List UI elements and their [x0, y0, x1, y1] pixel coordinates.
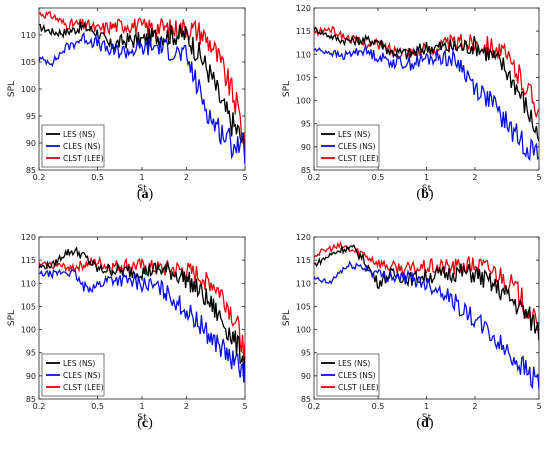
y-tick-label: 115	[296, 256, 311, 265]
y-tick-label: 110	[21, 31, 36, 40]
y-tick-label: 85	[301, 395, 311, 404]
y-tick-label: 100	[21, 326, 36, 335]
x-tick-label: 0.5	[372, 402, 385, 411]
y-tick-label: 90	[301, 372, 311, 381]
chart-panel-a: 0.2 0.5 1 2 5 85 90 95 100 105 110 St SPL LES (NS) CLE…	[7, 7, 248, 202]
legend-entry-label: CLST (LEE)	[63, 383, 104, 392]
y-axis-label: SPL	[7, 310, 17, 326]
y-tick-label: 115	[296, 27, 311, 36]
x-axis-label: St	[422, 413, 432, 423]
y-tick-label: 110	[296, 50, 311, 59]
x-tick-label: 0.2	[308, 173, 321, 182]
y-axis-label: SPL	[282, 81, 292, 97]
chart-panel-d: 0.2 0.5 1 2 5 85 90 95 100 105 110 115 120 St SPL LES (…	[282, 233, 542, 431]
y-tick-label: 120	[296, 4, 311, 13]
x-tick-label: 1	[424, 173, 429, 182]
x-tick-label: 5	[536, 173, 541, 182]
series-line-cles-ns	[39, 269, 245, 383]
legend-entry-label: CLST (LEE)	[338, 383, 379, 392]
y-tick-label: 110	[296, 279, 311, 288]
x-tick-label: 5	[536, 402, 541, 411]
legend-entry-label: CLST (LEE)	[338, 154, 379, 163]
y-tick-label: 85	[26, 395, 36, 404]
y-axis-label: SPL	[7, 81, 17, 97]
x-tick-label: 0.2	[33, 402, 46, 411]
series-line-clst-lee	[39, 255, 245, 361]
legend-entry-label: CLES (NS)	[63, 142, 101, 151]
legend-entry-label: LES (NS)	[63, 359, 95, 368]
x-axis-label: St	[422, 184, 432, 194]
y-tick-label: 105	[21, 302, 36, 311]
series-line-cles-ns	[314, 260, 539, 390]
y-tick-label: 120	[296, 233, 311, 242]
panel-label: (b)	[416, 187, 433, 202]
y-tick-label: 90	[26, 139, 36, 148]
series-line-les-ns	[39, 246, 245, 372]
y-tick-label: 100	[296, 97, 311, 106]
x-tick-label: 0.5	[91, 173, 104, 182]
legend-entry-label: CLES (NS)	[338, 371, 376, 380]
x-tick-label: 0.2	[308, 402, 321, 411]
legend-entry-label: CLST (LEE)	[63, 154, 104, 163]
x-tick-label: 1	[139, 402, 144, 411]
series-line-clst-lee	[314, 240, 539, 341]
y-tick-label: 120	[21, 233, 36, 242]
x-tick-label: 0.5	[372, 173, 385, 182]
y-tick-label: 95	[301, 349, 311, 358]
legend-entry-label: LES (NS)	[338, 130, 370, 139]
legend-entry-label: LES (NS)	[338, 359, 370, 368]
series-line-les-ns	[39, 20, 245, 164]
y-axis-label: SPL	[282, 310, 292, 326]
y-tick-label: 90	[26, 372, 36, 381]
x-tick-label: 2	[184, 402, 189, 411]
x-tick-label: 1	[424, 402, 429, 411]
x-tick-label: 2	[184, 173, 189, 182]
series-line-les-ns	[314, 26, 539, 142]
x-tick-label: 0.5	[91, 402, 104, 411]
legend-entry-label: CLES (NS)	[338, 142, 376, 151]
y-tick-label: 85	[301, 166, 311, 175]
y-tick-label: 90	[301, 143, 311, 152]
panel-label: (c)	[137, 416, 153, 431]
x-tick-label: 5	[242, 173, 247, 182]
chart-panel-c: 0.2 0.5 1 2 5 85 90 95 100 105 110 115 120 St SPL LES (…	[7, 233, 248, 431]
x-axis-label: St	[137, 413, 147, 423]
chart-panel-b: 0.2 0.5 1 2 5 85 90 95 100 105 110 115 120 St SPL LES (…	[282, 4, 542, 202]
series-line-clst-lee	[39, 10, 245, 154]
panel-label: (a)	[137, 187, 154, 202]
x-axis-label: St	[137, 184, 147, 194]
x-tick-label: 2	[472, 173, 477, 182]
y-tick-label: 95	[301, 120, 311, 129]
y-tick-label: 105	[296, 302, 311, 311]
y-tick-label: 110	[21, 279, 36, 288]
series-line-cles-ns	[314, 43, 539, 162]
y-tick-label: 115	[21, 256, 36, 265]
series-line-cles-ns	[39, 31, 245, 164]
y-tick-label: 105	[21, 58, 36, 67]
y-tick-label: 100	[21, 85, 36, 94]
x-tick-label: 5	[242, 402, 247, 411]
x-tick-label: 1	[139, 173, 144, 182]
legend-entry-label: CLES (NS)	[63, 371, 101, 380]
legend-entry-label: LES (NS)	[63, 130, 95, 139]
x-tick-label: 2	[472, 402, 477, 411]
y-tick-label: 85	[26, 166, 36, 175]
series-line-les-ns	[314, 243, 539, 341]
y-tick-label: 95	[26, 349, 36, 358]
x-tick-label: 0.2	[33, 173, 46, 182]
panel-label: (d)	[416, 416, 433, 431]
y-tick-label: 95	[26, 112, 36, 121]
y-tick-label: 100	[296, 326, 311, 335]
y-tick-label: 105	[296, 73, 311, 82]
